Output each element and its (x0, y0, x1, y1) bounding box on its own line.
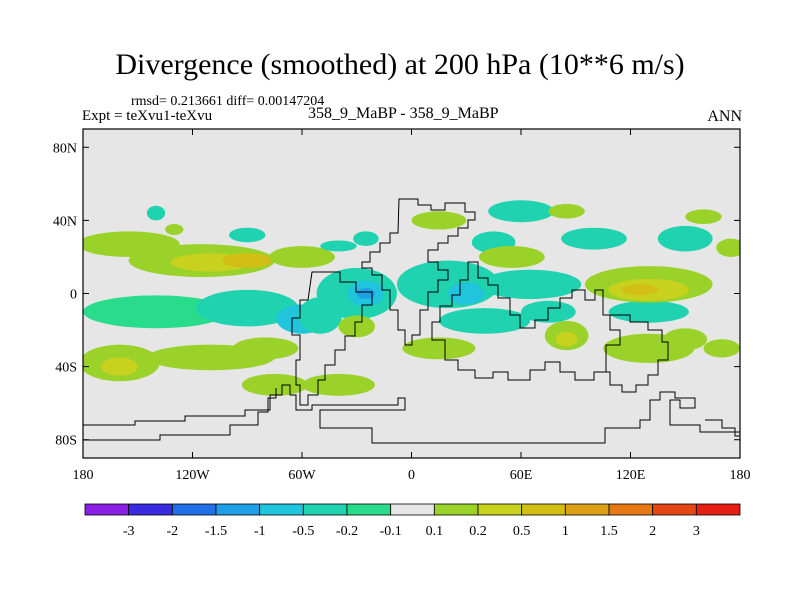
coastline-australia (603, 314, 669, 393)
divergence-region-30 (232, 337, 299, 360)
divergence-region-31 (241, 373, 308, 396)
coastline-antarctica (83, 384, 740, 444)
colorbar-box-5 (302, 503, 348, 516)
divergence-region-33 (338, 315, 375, 338)
colorbar-box-2 (171, 503, 217, 516)
y-tick-label: 40S (55, 361, 77, 376)
divergence-region-20 (438, 308, 531, 334)
divergence-region-18 (448, 282, 485, 305)
colorbar: -3 -2 -1.5 -1 -0.5 -0.2 -0.1 0.1 0.2 0.5 1 1.5 2 3 (84, 503, 741, 539)
colorbar-label: -0.5 (292, 524, 314, 539)
coastline-africa-europe (361, 198, 476, 346)
divergence-region-19 (479, 269, 582, 299)
divergence-region-14 (356, 288, 375, 299)
colorbar-label: 1 (562, 524, 569, 539)
divergence-region-40 (621, 284, 658, 296)
divergence-region-45 (716, 238, 740, 257)
colorbar-label: -0.1 (380, 524, 402, 539)
divergence-region-10 (83, 295, 229, 329)
divergence-region-8 (320, 240, 357, 252)
divergence-region-26 (488, 200, 554, 223)
continent-outlines (83, 198, 740, 444)
colorbar-box-7 (390, 503, 435, 516)
experiment-label: Expt = teXvu1-teXvu (82, 108, 213, 124)
colorbar-box-14 (695, 503, 741, 516)
x-tick-label: 180 (730, 468, 751, 483)
y-tick-label: 80S (55, 434, 77, 449)
divergence-region-44 (663, 328, 708, 351)
colorbar-label: 2 (649, 524, 656, 539)
divergence-region-34 (402, 337, 476, 360)
colorbar-label: -0.2 (336, 524, 358, 539)
y-tick-label: 0 (70, 288, 77, 303)
colorbar-box-9 (477, 503, 523, 516)
colorbar-box-6 (346, 503, 392, 516)
colorbar-box-11 (564, 503, 610, 516)
colorbar-label: -1 (254, 524, 266, 539)
coastline-south-america (291, 271, 373, 406)
colorbar-box-8 (433, 503, 479, 516)
divergence-region-22 (608, 300, 689, 323)
rmsd-diff-stats: rmsd= 0.213661 diff= 0.00147204 (131, 94, 325, 109)
plot-title: Divergence (smoothed) at 200 hPa (10**6 … (115, 48, 685, 81)
case-comparison-label: 358_9_MaBP - 358_9_MaBP (308, 105, 499, 122)
y-tick-label: 40N (53, 214, 77, 229)
divergence-field (83, 200, 740, 396)
divergence-region-4 (269, 245, 335, 268)
colorbar-label: 3 (693, 524, 700, 539)
colorbar-label: 0.5 (513, 524, 531, 539)
season-label: ANN (707, 108, 742, 125)
colorbar-label: -2 (166, 524, 178, 539)
colorbar-box-10 (521, 503, 566, 516)
colorbar-label: -3 (123, 524, 135, 539)
divergence-region-7 (229, 227, 266, 243)
x-tick-label: 120W (175, 468, 210, 483)
divergence-region-37 (548, 203, 585, 219)
divergence-region-47 (703, 339, 740, 358)
colorbar-box-3 (215, 503, 261, 516)
colorbar-label: 0.1 (426, 524, 444, 539)
divergence-region-5 (146, 205, 166, 221)
divergence-region-29 (101, 357, 138, 376)
divergence-region-23 (657, 225, 713, 252)
colorbar-box-0 (84, 503, 130, 516)
x-tick-label: 120E (616, 468, 646, 483)
divergence-region-46 (685, 209, 722, 225)
divergence-region-42 (555, 331, 578, 347)
x-tick-label: 0 (408, 468, 415, 483)
coastline-new-zealand (705, 419, 740, 437)
divergence-region-35 (411, 211, 467, 230)
divergence-region-6 (165, 224, 184, 236)
colorbar-box-4 (259, 503, 304, 516)
colorbar-box-13 (652, 503, 697, 516)
colorbar-label: -1.5 (205, 524, 227, 539)
colorbar-label: 0.2 (469, 524, 487, 539)
axis-ticks: 80N 40N 0 40S 80S 180 120W 60W 0 60E 120E 180 (53, 129, 751, 483)
colorbar-box-12 (608, 503, 654, 516)
x-tick-label: 60W (288, 468, 316, 483)
divergence-region-11 (196, 289, 299, 327)
coastline-antarctic-peninsula (83, 388, 277, 441)
colorbar-box-1 (128, 503, 173, 516)
y-tick-label: 80N (53, 141, 77, 156)
divergence-region-36 (479, 245, 545, 268)
divergence-region-24 (561, 227, 627, 250)
x-tick-label: 60E (510, 468, 533, 483)
divergence-region-16 (298, 297, 343, 334)
x-tick-label: 180 (73, 468, 94, 483)
divergence-region-32 (302, 373, 375, 396)
divergence-region-9 (353, 231, 379, 246)
colorbar-label: 1.5 (600, 524, 618, 539)
divergence-region-3 (221, 253, 273, 268)
